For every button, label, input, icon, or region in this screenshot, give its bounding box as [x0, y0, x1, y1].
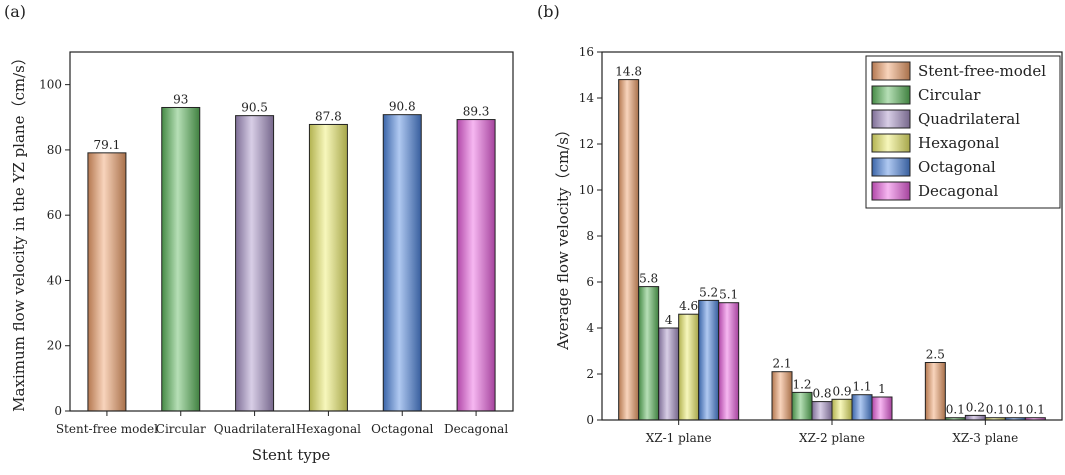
x-tick-label-xz-2-plane: XZ-2 plane [799, 431, 865, 445]
x-tick-label-octagonal: Octagonal [371, 422, 433, 436]
bar-circular [161, 106, 201, 412]
panel-b-label: (b) [537, 2, 560, 21]
panel-b-y-axis-label: Average flow velocity（cm/s） [554, 122, 572, 351]
legend-swatch-quadrilateral [871, 109, 911, 129]
y-tick-label: 4 [586, 321, 594, 335]
data-label-xz-1-plane-stent-free-model: 14.8 [615, 65, 642, 79]
x-tick-label-circular: Circular [156, 422, 206, 436]
x-tick-label-hexagonal: Hexagonal [296, 422, 361, 436]
x-tick-label-xz-3-plane: XZ-3 plane [952, 431, 1018, 445]
data-label-xz-3-plane-circular: 0.1 [946, 403, 965, 417]
bar-stent-free-model [87, 152, 127, 412]
y-tick-label: 12 [579, 137, 594, 151]
bar-hexagonal [308, 123, 348, 412]
x-tick-label-stent-free-model: Stent-free model [56, 422, 158, 436]
data-label-xz-3-plane-octagonal: 0.1 [1006, 403, 1025, 417]
panel-b-bars: 14.85.844.65.2 5.12.11.20.8 0.9 1.1 12.50.1 0… [615, 65, 1046, 421]
legend-label-circular: Circular [918, 86, 981, 104]
data-label-hexagonal: 87.8 [315, 109, 342, 123]
legend-swatch-decagonal [871, 181, 911, 201]
panel-b-y-ticks: 0 2 4 6 8 10 12 14 16 [579, 45, 602, 427]
y-tick-label: 20 [47, 339, 62, 353]
data-label-xz-2-plane-quadrilateral: 0.8 [812, 387, 831, 401]
panel-a-x-axis-label: Stent type [252, 446, 331, 464]
legend-label-stent-free-model: Stent-free-model [918, 62, 1046, 80]
y-tick-label: 2 [586, 367, 594, 381]
bar-xz-2-plane-octagonal [851, 394, 873, 421]
data-label-xz-1-plane-quadrilateral: 4 [665, 313, 673, 327]
x-tick-label-decagonal: Decagonal [444, 422, 508, 436]
legend-swatch-hexagonal [871, 133, 911, 153]
bar-xz-2-plane-circular [791, 391, 813, 421]
bar-xz-2-plane-decagonal [871, 396, 893, 421]
y-tick-label: 14 [579, 91, 595, 105]
data-label-octagonal: 90.8 [389, 100, 416, 114]
bar-xz-1-plane-stent-free-model [618, 79, 640, 421]
data-label-circular: 93 [173, 92, 188, 106]
legend-label-quadrilateral: Quadrilateral [918, 110, 1020, 128]
bar-quadrilateral [235, 115, 275, 412]
y-tick-label: 16 [579, 45, 594, 59]
bar-xz-2-plane-quadrilateral [811, 401, 833, 421]
x-tick-label-quadrilateral: Quadrilateral [214, 422, 296, 436]
panel-b-legend: Stent-free-model Circular Quadrilateral Hex… [865, 55, 1061, 209]
data-label-stent-free-model: 79.1 [94, 138, 121, 152]
data-label-xz-2-plane-circular: 1.2 [792, 377, 811, 391]
legend-label-octagonal: Octagonal [918, 158, 996, 176]
x-tick-label-xz-1-plane: XZ-1 plane [646, 431, 712, 445]
data-label-xz-2-plane-decagonal: 1 [878, 382, 886, 396]
legend-swatch-stent-free-model [871, 61, 911, 81]
y-tick-label: 60 [47, 208, 62, 222]
legend-swatch-octagonal [871, 157, 911, 177]
bar-xz-2-plane-hexagonal [831, 398, 853, 421]
bar-xz-1-plane-octagonal [698, 299, 720, 421]
y-tick-label: 0 [54, 404, 62, 418]
data-label-xz-1-plane-circular: 5.8 [639, 272, 658, 286]
data-label-xz-3-plane-decagonal: 0.1 [1026, 403, 1045, 417]
y-tick-label: 80 [47, 143, 62, 157]
data-label-xz-3-plane-hexagonal: 0.1 [986, 403, 1005, 417]
data-label-xz-1-plane-hexagonal: 4.6 [679, 299, 698, 313]
data-label-xz-2-plane-octagonal: 1.1 [852, 380, 871, 394]
panel-a-bars: 79.1 93 90.5 87.8 90.8 89.3 [87, 92, 496, 412]
panel-a-frame [69, 51, 514, 412]
bar-xz-1-plane-quadrilateral [658, 327, 680, 421]
data-label-xz-1-plane-decagonal: 5.1 [719, 288, 738, 302]
panel-b: (b) 14.8 5.8 4 4.65.2 5.1 2.11.20.8 0.9 1.1 1 2.5… [537, 2, 1063, 445]
data-label-xz-3-plane-quadrilateral: 0.2 [966, 400, 985, 414]
panel-a-y-ticks: 0 20 40 60 80 100 [39, 78, 70, 418]
y-tick-label: 6 [586, 275, 594, 289]
legend-label-decagonal: Decagonal [918, 182, 998, 200]
data-label-decagonal: 89.3 [463, 105, 490, 119]
y-tick-label: 10 [579, 183, 594, 197]
legend-swatch-circular [871, 85, 911, 105]
panel-b-categories: XZ-1 plane XZ-2 plane XZ-3 plane [646, 420, 1018, 445]
data-label-xz-2-plane-hexagonal: 0.9 [832, 384, 851, 398]
bar-xz-2-plane-stent-free-model [771, 371, 793, 421]
panel-a-label: (a) [4, 2, 26, 21]
y-tick-label: 40 [47, 273, 62, 287]
legend-label-hexagonal: Hexagonal [918, 134, 1000, 152]
bar-xz-1-plane-decagonal [718, 302, 740, 421]
y-tick-label: 0 [586, 413, 594, 427]
bar-octagonal [382, 114, 422, 412]
data-label-quadrilateral: 90.5 [241, 101, 268, 115]
y-tick-label: 8 [586, 229, 594, 243]
bar-xz-3-plane-stent-free-model [924, 362, 946, 421]
data-label-xz-3-plane-stent-free-model: 2.5 [926, 348, 945, 362]
y-tick-label: 100 [39, 78, 62, 92]
bar-xz-1-plane-hexagonal [678, 313, 700, 421]
panel-b-frame [601, 51, 1063, 421]
bar-xz-1-plane-circular [638, 286, 660, 421]
bar-decagonal [456, 119, 496, 412]
panel-a-y-axis-label: Maximum flow velocity in the YZ plane（cm… [10, 50, 28, 412]
data-label-xz-1-plane-octagonal: 5.2 [699, 285, 718, 299]
data-label-xz-2-plane-stent-free-model: 2.1 [772, 357, 791, 371]
bar-xz-3-plane-quadrilateral [964, 414, 986, 421]
